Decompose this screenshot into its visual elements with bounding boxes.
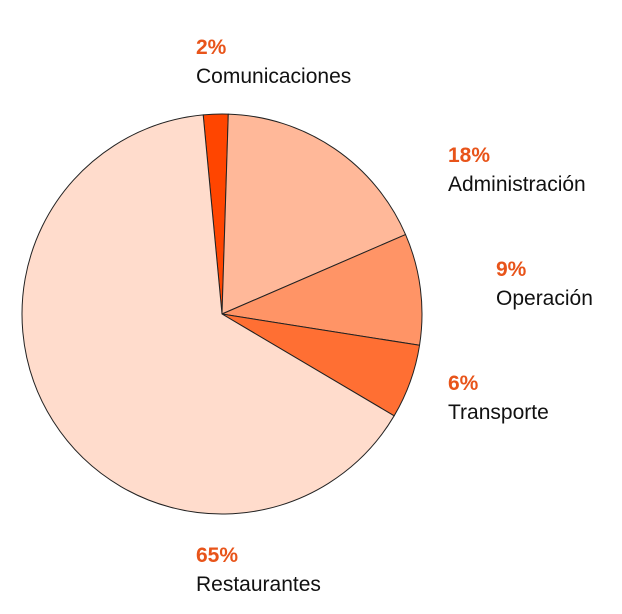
pie-slice-administracion	[221, 113, 407, 315]
slice-percent-label: 18%	[448, 144, 490, 167]
pie-slices	[21, 113, 423, 515]
pie-slice-operacion	[221, 234, 423, 346]
slice-category-label: Administración	[448, 173, 586, 196]
slice-category-label: Restaurantes	[196, 573, 321, 596]
slice-percent-label: 6%	[448, 372, 479, 395]
pie-labels: 2% Comunicaciones 18% Administración 9% Opera…	[196, 36, 593, 596]
pie-slice-restaurantes	[21, 114, 395, 515]
slice-percent-label: 9%	[496, 258, 527, 281]
slice-category-label: Operación	[496, 287, 593, 310]
slice-category-label: Transporte	[448, 401, 549, 424]
slice-percent-label: 65%	[196, 544, 238, 567]
slice-percent-label: 2%	[196, 36, 227, 59]
slice-category-label: Comunicaciones	[196, 65, 351, 88]
